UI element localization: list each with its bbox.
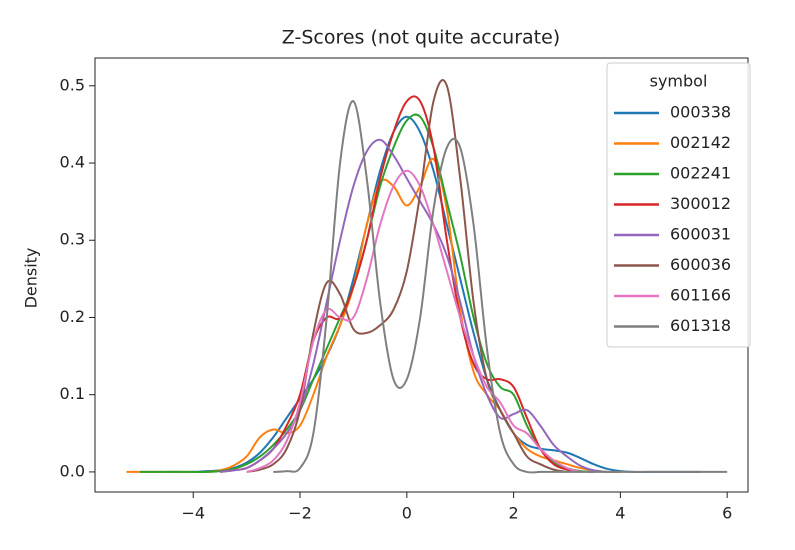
series-line xyxy=(273,100,728,474)
legend-label: 300012 xyxy=(670,194,731,213)
x-tick-label: 0 xyxy=(402,504,412,523)
y-tick-label: 0.3 xyxy=(60,230,85,249)
series-line xyxy=(166,115,701,473)
legend-title: symbol xyxy=(650,72,708,91)
series-line xyxy=(219,138,608,473)
legend-label: 002241 xyxy=(670,164,731,183)
plot-lines xyxy=(126,79,728,474)
x-tick-label: −4 xyxy=(181,504,205,523)
series-line xyxy=(219,95,581,473)
x-tick-label: −2 xyxy=(288,504,312,523)
x-tick-label: 6 xyxy=(722,504,732,523)
legend-box xyxy=(606,62,751,348)
x-tick-label: 2 xyxy=(509,504,519,523)
legend-label: 000338 xyxy=(670,103,731,122)
legend-label: 600031 xyxy=(670,225,731,244)
legend-label: 601318 xyxy=(670,316,731,335)
y-tick-label: 0.4 xyxy=(60,153,85,172)
series-line xyxy=(246,79,568,473)
legend-label: 600036 xyxy=(670,255,731,274)
legend-label: 601166 xyxy=(670,286,731,305)
series-line xyxy=(139,113,594,473)
chart-title: Z-Scores (not quite accurate) xyxy=(282,27,560,49)
series-line xyxy=(246,169,581,473)
y-tick-label: 0.2 xyxy=(60,307,85,326)
y-axis-label: Density xyxy=(22,248,41,309)
y-tick-label: 0.5 xyxy=(60,75,85,94)
legend-label: 002142 xyxy=(670,133,731,152)
x-tick-label: 4 xyxy=(615,504,625,523)
y-tick-label: 0.1 xyxy=(60,384,85,403)
y-tick-label: 0.0 xyxy=(60,461,85,480)
